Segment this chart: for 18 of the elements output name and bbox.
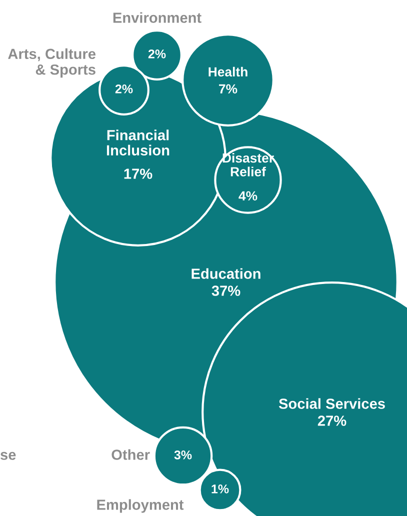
category-label: Social Services <box>278 398 385 409</box>
data-label: 37% <box>212 286 240 296</box>
category-label: Health <box>208 66 248 77</box>
category-label: Environment <box>113 12 202 23</box>
text: se <box>0 452 16 460</box>
data-label: 3% <box>174 450 192 460</box>
category-label: Other <box>112 449 150 460</box>
data-label: 27% <box>318 416 346 426</box>
data-label: 4% <box>238 191 258 201</box>
category-label: Employment <box>97 499 184 513</box>
category-label: Arts, Culture & Sports <box>8 48 96 78</box>
category-label: Education <box>192 268 260 279</box>
data-label: 17% <box>124 168 152 179</box>
data-label: 7% <box>219 84 238 94</box>
data-label: 1% <box>212 484 229 494</box>
data-label: 2% <box>115 84 133 94</box>
category-label: Financial Inclusion <box>106 130 170 156</box>
data-label: 2% <box>148 50 166 58</box>
